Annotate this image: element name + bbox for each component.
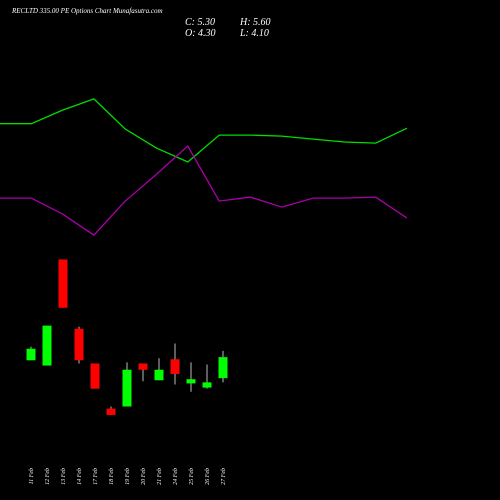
indicator-line bbox=[0, 144, 408, 236]
x-tick-label: 26 Feb bbox=[205, 468, 211, 485]
x-tick-label: 25 Feb bbox=[189, 468, 195, 485]
indicator-line bbox=[0, 98, 408, 163]
open-label: O: 4.30 bbox=[185, 28, 216, 39]
x-tick-label: 14 Feb bbox=[76, 468, 83, 485]
low-label: L: 4.10 bbox=[239, 28, 269, 39]
x-tick-label: 17 Feb bbox=[93, 468, 99, 485]
candle-body bbox=[74, 328, 84, 361]
candle-body bbox=[186, 379, 196, 384]
x-tick-label: 19 Feb bbox=[125, 468, 131, 485]
candle-body bbox=[58, 259, 68, 308]
candle-body bbox=[154, 369, 164, 381]
candle-body bbox=[218, 357, 228, 379]
x-tick-label: 24 Feb bbox=[172, 468, 179, 485]
candle-body bbox=[90, 363, 100, 389]
x-tick-label: 21 Feb bbox=[157, 468, 163, 485]
chart-title: RECLTD 335.00 PE Options Chart Munafasut… bbox=[11, 7, 163, 15]
candle-body bbox=[170, 359, 180, 374]
x-tick-label: 11 Feb bbox=[29, 468, 35, 484]
high-label: H: 5.60 bbox=[239, 17, 271, 28]
candle-body bbox=[26, 348, 36, 361]
close-label: C: 5.30 bbox=[185, 17, 215, 28]
candle-body bbox=[42, 325, 52, 366]
x-tick-label: 27 Feb bbox=[221, 468, 227, 485]
candle-body bbox=[122, 369, 132, 407]
candle-body bbox=[138, 363, 148, 370]
x-tick-label: 18 Feb bbox=[109, 468, 115, 485]
candle-body bbox=[202, 382, 212, 388]
x-tick-label: 12 Feb bbox=[45, 468, 51, 485]
x-tick-label: 20 Feb bbox=[141, 468, 147, 485]
candle-body bbox=[106, 408, 116, 415]
x-tick-label: 13 Feb bbox=[61, 468, 67, 485]
